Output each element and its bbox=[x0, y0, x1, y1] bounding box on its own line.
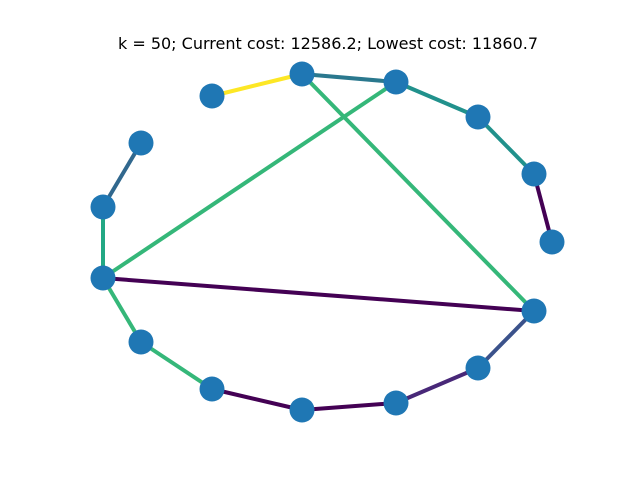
node-n0 bbox=[199, 83, 225, 109]
node-n11 bbox=[90, 265, 116, 291]
node-n14 bbox=[128, 130, 154, 156]
node-n4 bbox=[521, 161, 547, 187]
edge-n7-n8 bbox=[394, 366, 480, 405]
node-n6 bbox=[521, 298, 547, 324]
nodes-layer bbox=[90, 61, 565, 423]
edge-n1-n6 bbox=[300, 72, 536, 313]
edge-n2-n3 bbox=[394, 80, 480, 119]
node-n5 bbox=[539, 229, 565, 255]
edge-n10-n12 bbox=[139, 340, 214, 391]
edges-layer bbox=[101, 72, 554, 412]
node-n7 bbox=[465, 355, 491, 381]
edge-n6-n7 bbox=[476, 309, 536, 370]
node-n9 bbox=[289, 397, 315, 423]
edge-n8-n9 bbox=[300, 401, 398, 412]
edge-n2-n11 bbox=[101, 80, 398, 280]
edge-n1-n2 bbox=[300, 72, 398, 84]
node-n3 bbox=[465, 104, 491, 130]
node-n12 bbox=[128, 329, 154, 355]
edge-n11-n6 bbox=[101, 276, 536, 313]
node-n8 bbox=[383, 390, 409, 416]
node-n1 bbox=[289, 61, 315, 87]
node-n13 bbox=[90, 194, 116, 220]
edge-n3-n4 bbox=[476, 115, 536, 176]
figure-title: k = 50; Current cost: 12586.2; Lowest co… bbox=[118, 34, 538, 53]
node-n2 bbox=[383, 69, 409, 95]
edge-n9-n10 bbox=[210, 387, 304, 412]
node-n10 bbox=[199, 376, 225, 402]
edge-n0-n1 bbox=[210, 72, 304, 98]
